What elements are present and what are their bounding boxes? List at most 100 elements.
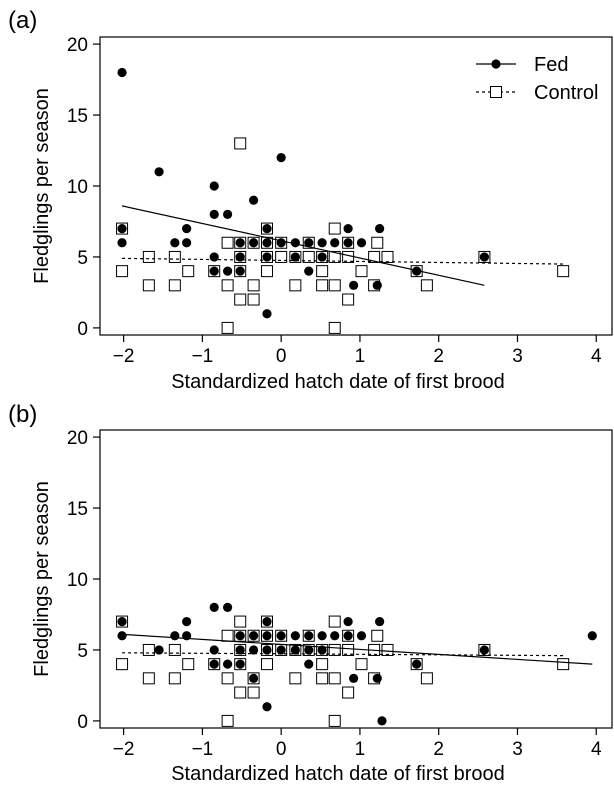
control-point <box>221 629 234 642</box>
control-point <box>342 686 355 699</box>
x-tick-label: 4 <box>591 346 602 367</box>
control-point <box>275 236 288 249</box>
fed-point <box>290 252 300 262</box>
fed-point <box>117 631 127 641</box>
control-point <box>328 672 341 685</box>
fed-point <box>317 631 327 641</box>
y-tick-label: 15 <box>67 499 88 520</box>
control-point <box>221 714 234 727</box>
fed-point <box>249 645 259 655</box>
fed-point <box>154 645 164 655</box>
series-fed <box>117 67 489 319</box>
fed-point <box>209 659 219 669</box>
series-fed <box>117 602 597 726</box>
control-fit-line <box>122 652 564 657</box>
control-point <box>302 236 315 249</box>
y-tick-label: 10 <box>67 177 88 198</box>
fed-point <box>262 616 272 627</box>
control-point <box>247 672 260 685</box>
fed-point <box>182 223 192 234</box>
control-point <box>116 222 129 235</box>
control-point <box>302 643 315 656</box>
fed-point <box>330 631 340 641</box>
x-tick-label: −2 <box>113 739 135 760</box>
x-axis-title: Standardized hatch date of first brood <box>171 371 505 393</box>
fed-point <box>479 252 489 262</box>
fed-point <box>249 238 259 248</box>
y-tick-label: 0 <box>77 319 88 340</box>
x-tick-label: −1 <box>192 739 214 760</box>
control-point <box>182 265 195 278</box>
fed-point <box>223 266 233 276</box>
y-tick-label: 5 <box>77 248 88 269</box>
fed-point <box>209 209 219 219</box>
control-point <box>116 265 129 278</box>
control-point <box>260 643 273 656</box>
y-tick-label: 15 <box>67 106 88 127</box>
control-point <box>410 658 423 671</box>
control-point <box>355 265 368 278</box>
fed-point <box>276 153 286 163</box>
control-point <box>142 279 155 292</box>
control-point <box>260 265 273 278</box>
fed-point <box>356 238 367 248</box>
fed-fit-line <box>122 633 593 665</box>
fed-point <box>349 280 359 290</box>
control-point <box>316 672 329 685</box>
control-point <box>234 137 247 150</box>
control-point <box>289 279 302 292</box>
control-point <box>221 236 234 249</box>
fed-point <box>290 238 300 248</box>
control-point <box>116 615 129 628</box>
control-point <box>381 250 394 263</box>
control-point <box>328 222 341 235</box>
legend-fed-label: Fed <box>534 54 568 76</box>
fed-point <box>249 673 259 683</box>
fed-point <box>117 238 127 248</box>
control-point <box>302 629 315 642</box>
fed-point <box>262 645 272 655</box>
legend-control-marker <box>490 86 502 98</box>
fed-point <box>479 645 489 655</box>
control-point <box>302 250 315 263</box>
fed-point <box>235 266 245 276</box>
fed-point <box>117 67 127 78</box>
panel-a: (a) −2 −1 0 1 2 3 4 0 5 10 15 20 Standardized hatch d… <box>8 7 613 393</box>
control-point <box>234 686 247 699</box>
y-tick-label: 5 <box>77 641 88 662</box>
x-tick-label: 3 <box>512 739 523 760</box>
fed-point <box>372 673 382 683</box>
x-tick-label: 2 <box>433 739 444 760</box>
x-tick-label: 1 <box>355 346 366 367</box>
control-point <box>260 615 273 628</box>
control-point <box>247 279 260 292</box>
fed-point <box>262 631 272 641</box>
fed-point <box>170 631 180 641</box>
fed-point <box>330 238 340 248</box>
control-point <box>208 658 221 671</box>
control-point <box>342 643 355 656</box>
control-point <box>168 643 181 656</box>
control-point <box>275 250 288 263</box>
control-point <box>168 672 181 685</box>
control-point <box>316 250 329 263</box>
fed-point <box>223 602 233 612</box>
x-tick-label: 0 <box>276 739 287 760</box>
control-point <box>168 250 181 263</box>
control-point <box>247 293 260 306</box>
control-point <box>355 658 368 671</box>
fed-point <box>223 659 233 669</box>
fed-point <box>317 238 327 248</box>
fed-point <box>235 659 245 669</box>
fed-point <box>276 645 286 655</box>
control-point <box>368 250 381 263</box>
control-point <box>342 293 355 306</box>
legend: Fed Control <box>476 54 598 104</box>
control-point <box>381 643 394 656</box>
control-point <box>328 714 341 727</box>
x-axis-title: Standardized hatch date of first brood <box>171 763 505 785</box>
fed-point <box>412 659 422 669</box>
fed-point <box>317 252 327 262</box>
fed-point <box>209 181 219 191</box>
